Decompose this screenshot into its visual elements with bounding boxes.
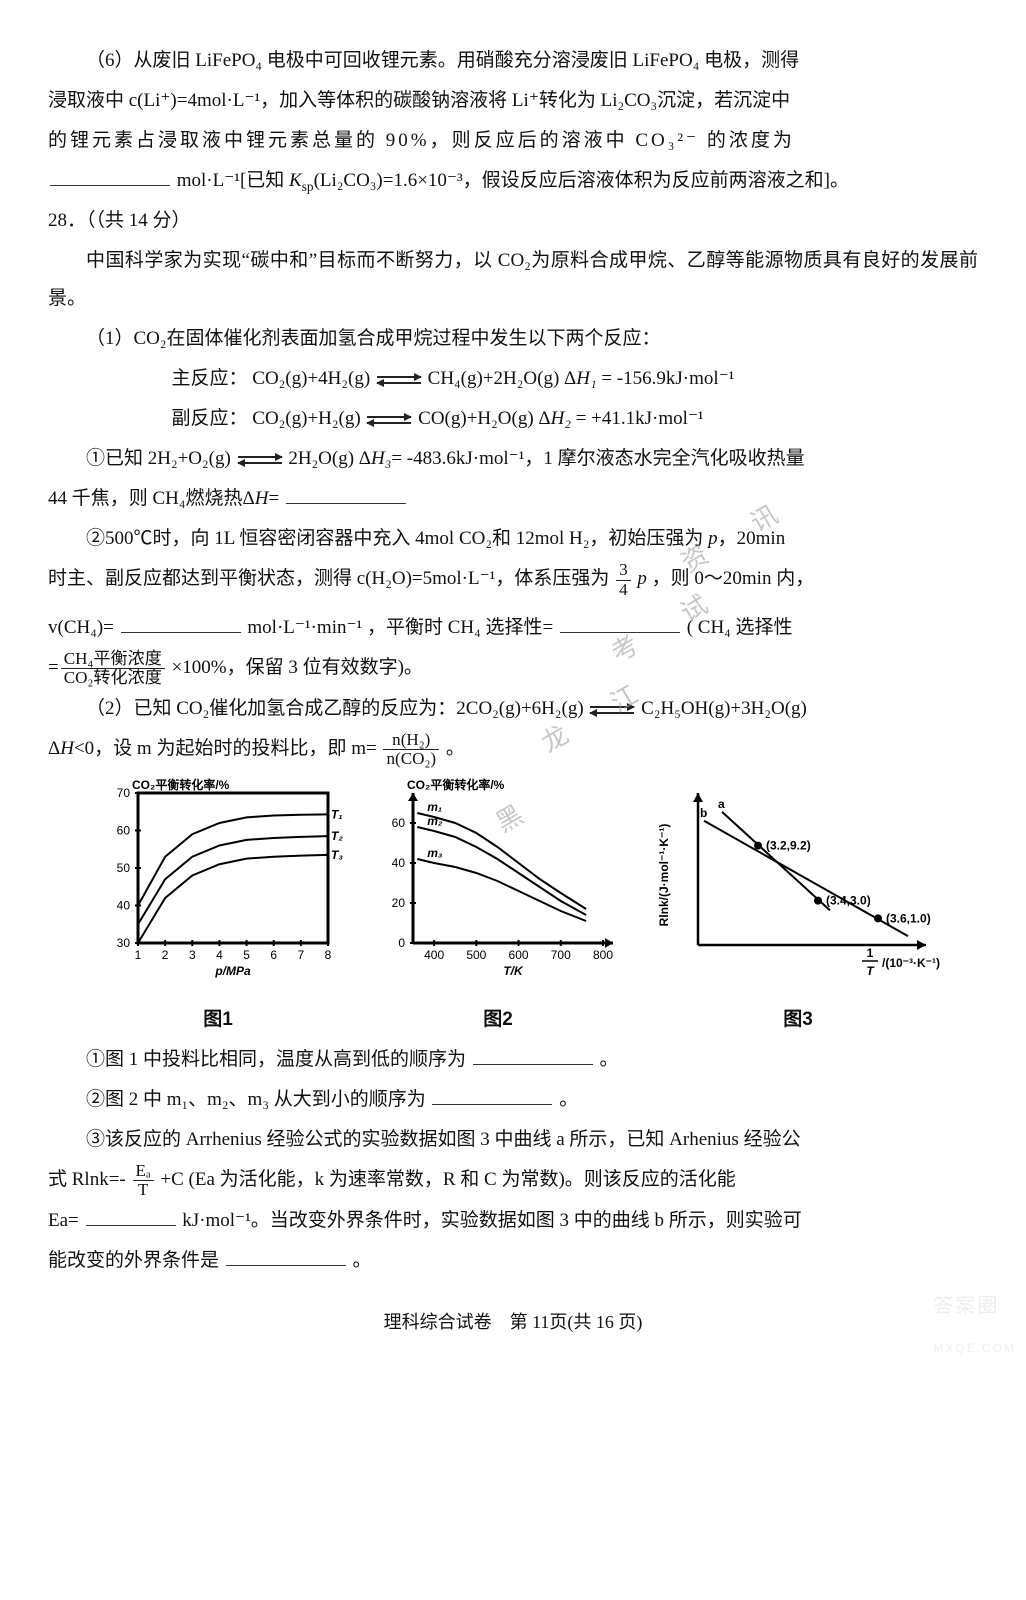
svg-text:70: 70 [117,786,131,800]
svg-text:1: 1 [867,946,874,960]
svg-text:1: 1 [135,948,142,962]
svg-text:p/MPa: p/MPa [214,964,251,978]
q28-2-1: ①图 1 中投料比相同，温度从高到低的顺序为 。 [48,1041,978,1079]
blank-dh [286,485,406,504]
svg-text:(3.2,9.2): (3.2,9.2) [766,839,811,853]
figure-3: ab (3.2,9.2) (3.4,3.0) (3.6,1.0) Rlnk/(J·mo… [648,775,948,1039]
svg-text:/(10⁻³·K⁻¹): /(10⁻³·K⁻¹) [882,956,940,970]
figure-1: 30 40 50 60 70 1 2 3 4 5 6 7 8 T₁ T₂ T₃ CO₂平衡转化率/% p/… [88,775,348,1039]
q27-6-line2: 浸取液中 c(Li⁺)=4mol·L⁻¹，加入等体积的碳酸钠溶液将 Li⁺转化为… [48,82,978,120]
page-footer: 理科综合试卷 第 11页(共 16 页) [48,1304,978,1340]
svg-text:3: 3 [189,948,196,962]
svg-text:CO₂平衡转化率/%: CO₂平衡转化率/% [132,777,230,792]
q27-6-line1: （6）从废旧 LiFePO₄ 电极中可回收锂元素。用硝酸充分溶浸废旧 LiFeP… [48,42,978,80]
site-logo: 答案圈MXQE.COM [933,1286,1016,1366]
blank-selectivity [560,614,680,633]
svg-text:700: 700 [551,948,571,962]
frac-m: n(H₂)n(CO₂) [383,731,439,770]
svg-text:60: 60 [392,816,406,830]
blank-ea [86,1207,176,1226]
svg-text:Rlnk/(J·mol⁻¹·K⁻¹): Rlnk/(J·mol⁻¹·K⁻¹) [657,824,671,927]
q28-2-3c: Ea= kJ·mol⁻¹。当改变外界条件时，实验数据如图 3 中的曲线 b 所示… [48,1202,978,1240]
fig3-caption: 图3 [648,1001,948,1039]
svg-text:400: 400 [424,948,444,962]
q28-main-rxn: 主反应： CO₂(g)+4H₂(g) CH₄(g)+2H₂O(g) ΔH₁ = … [48,360,978,398]
svg-text:600: 600 [509,948,529,962]
svg-text:(3.6,1.0): (3.6,1.0) [886,912,931,926]
svg-text:T₁: T₁ [331,808,343,822]
q27-6-line4: mol·L⁻¹[已知 Ksp(Li₂CO₃)=1.6×10⁻³，假设反应后溶液体… [48,162,978,200]
q28-1-sub2c: v(CH₄)= mol·L⁻¹·min⁻¹ ，平衡时 CH₄ 选择性= ( CH… [48,609,978,647]
equilibrium-arrow-icon [590,703,634,717]
blank-m-order [432,1086,552,1105]
svg-text:m₂: m₂ [427,814,443,828]
svg-text:m₁: m₁ [427,800,442,814]
q28-2-2: ②图 2 中 m₁、m₂、m₃ 从大到小的顺序为 。 [48,1081,978,1119]
frac-ea-t: EₐT [133,1162,154,1201]
svg-text:5: 5 [243,948,250,962]
svg-text:T₃: T₃ [331,848,343,862]
svg-text:500: 500 [466,948,486,962]
q28-1-sub2b: 时主、副反应都达到平衡状态，测得 c(H₂O)=5mol·L⁻¹，体系压强为 3… [48,560,978,599]
frac-3-4: 34 [616,561,631,600]
svg-text:T/K: T/K [503,964,524,978]
svg-text:20: 20 [392,896,406,910]
svg-text:0: 0 [398,936,405,950]
svg-text:40: 40 [117,899,131,913]
q28-number: 28．（（共 14 分） [48,202,978,240]
q28-1-sub1b: 44 千焦，则 CH₄燃烧热ΔH= [48,480,978,518]
blank-vch4 [121,614,241,633]
q28-1-sub1: ①已知 2H₂+O₂(g) 2H₂O(g) ΔH₃= -483.6kJ·mol⁻… [48,440,978,478]
q28-2-3d: 能改变的外界条件是 。 [48,1242,978,1280]
svg-text:CO₂平衡转化率/%: CO₂平衡转化率/% [407,777,505,792]
q28-2-def: ΔH<0，设 m 为起始时的投料比，即 m= n(H₂)n(CO₂) 。 [48,730,978,769]
svg-text:4: 4 [216,948,223,962]
q28-2-3a: ③该反应的 Arrhenius 经验公式的实验数据如图 3 中曲线 a 所示，已… [48,1121,978,1159]
blank-temp-order [473,1046,593,1065]
svg-text:m₃: m₃ [427,846,443,860]
q28-side-rxn: 副反应： CO₂(g)+H₂(g) CO(g)+H₂O(g) ΔH₂ = +41… [48,400,978,438]
q28-1-sub2a: ②500℃时，向 1L 恒容密闭容器中充入 4mol CO₂和 12mol H₂… [48,520,978,558]
fig2-caption: 图2 [363,1001,633,1039]
svg-text:30: 30 [117,936,131,950]
q28-intro: 中国科学家为实现“碳中和”目标而不断努力，以 CO₂为原料合成甲烷、乙醇等能源物… [48,242,978,318]
svg-text:50: 50 [117,861,131,875]
blank-condition [226,1247,346,1266]
figure-row: 30 40 50 60 70 1 2 3 4 5 6 7 8 T₁ T₂ T₃ CO₂平衡转化率/% p/… [48,775,978,1039]
fig1-caption: 图1 [88,1001,348,1039]
svg-text:T₂: T₂ [331,829,343,843]
equilibrium-arrow-icon [238,453,282,467]
q28-1-head: （1）CO₂在固体催化剂表面加氢合成甲烷过程中发生以下两个反应： [48,320,978,358]
equilibrium-arrow-icon [367,413,411,427]
figure-2: 0 20 40 60 400 500 600 700 800 m₁m₂ m₃ CO₂平衡转化率/… [363,775,633,1039]
svg-text:60: 60 [117,824,131,838]
svg-text:8: 8 [325,948,332,962]
svg-text:2: 2 [162,948,169,962]
equilibrium-arrow-icon [377,373,421,387]
q27-6-line3: 的锂元素占浸取液中锂元素总量的 90%，则反应后的溶液中 CO₃²⁻ 的浓度为 [48,122,978,160]
svg-text:6: 6 [270,948,277,962]
svg-text:(3.4,3.0): (3.4,3.0) [826,894,871,908]
q28-2-rxn: （2）已知 CO₂催化加氢合成乙醇的反应为：2CO₂(g)+6H₂(g) C₂H… [48,690,978,728]
svg-text:b: b [700,806,707,820]
svg-text:T: T [866,964,875,978]
frac-selectivity: CH₄平衡浓度CO₂转化浓度 [61,650,165,689]
svg-text:800: 800 [593,948,613,962]
blank-co3 [50,167,170,186]
q28-1-sub2d: =CH₄平衡浓度CO₂转化浓度 ×100%，保留 3 位有效数字)。 [48,649,978,688]
svg-text:a: a [718,797,725,811]
svg-text:40: 40 [392,856,406,870]
svg-text:7: 7 [298,948,305,962]
q28-2-3b: 式 Rlnk=- EₐT +C (Ea 为活化能，k 为速率常数，R 和 C 为… [48,1161,978,1200]
